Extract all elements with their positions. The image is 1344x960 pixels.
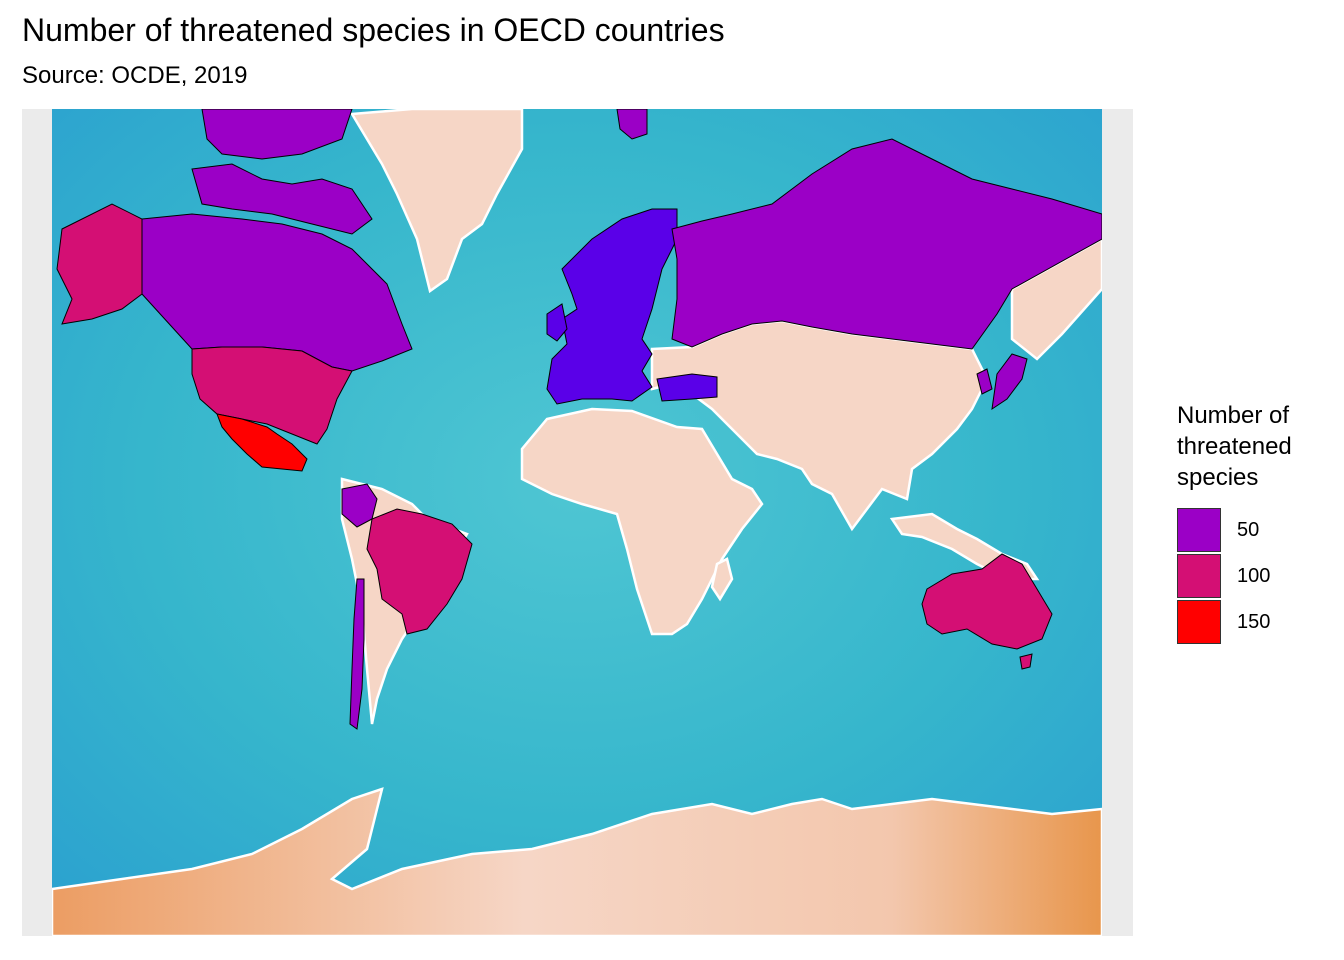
region-arctic-islands-2 [191, 163, 373, 235]
legend-label-100: 100 [1237, 564, 1271, 587]
legend-swatch-100 [1177, 554, 1221, 598]
region-tasmania [1019, 653, 1033, 670]
region-japan [991, 353, 1028, 411]
region-korea [976, 368, 993, 395]
far-east-base [1010, 237, 1102, 361]
legend-item-150: 150 [1177, 599, 1337, 645]
africa [520, 407, 764, 636]
region-turkey [656, 373, 718, 402]
legend-items: 50 100 150 [1177, 507, 1337, 645]
region-russia [671, 138, 1102, 350]
greenland [349, 109, 524, 294]
map-panel [22, 109, 1133, 936]
region-mexico [216, 413, 308, 472]
madagascar [710, 557, 734, 602]
region-svalbard [616, 109, 648, 140]
legend-swatch-50 [1177, 508, 1221, 552]
region-arctic-islands [201, 109, 353, 160]
region-australia [921, 553, 1053, 650]
region-chile [349, 578, 365, 730]
chart-title: Number of threatened species in OECD cou… [22, 12, 725, 48]
legend: Number of threatened species 50 100 150 [1177, 400, 1337, 645]
legend-label-50: 50 [1237, 518, 1260, 541]
antarctica [52, 787, 1102, 936]
chart-subtitle: Source: OCDE, 2019 [22, 62, 248, 89]
region-uk [546, 303, 568, 342]
legend-swatch-150 [1177, 600, 1221, 644]
legend-title: Number of threatened species [1177, 402, 1292, 491]
region-alaska [56, 203, 143, 325]
legend-item-50: 50 [1177, 507, 1337, 553]
world-map [52, 109, 1102, 936]
legend-label-150: 150 [1237, 610, 1271, 633]
legend-item-100: 100 [1177, 553, 1337, 599]
region-brazil [366, 508, 473, 635]
oecd-countries [56, 109, 1102, 730]
region-usa [191, 346, 353, 445]
region-europe [546, 208, 678, 405]
